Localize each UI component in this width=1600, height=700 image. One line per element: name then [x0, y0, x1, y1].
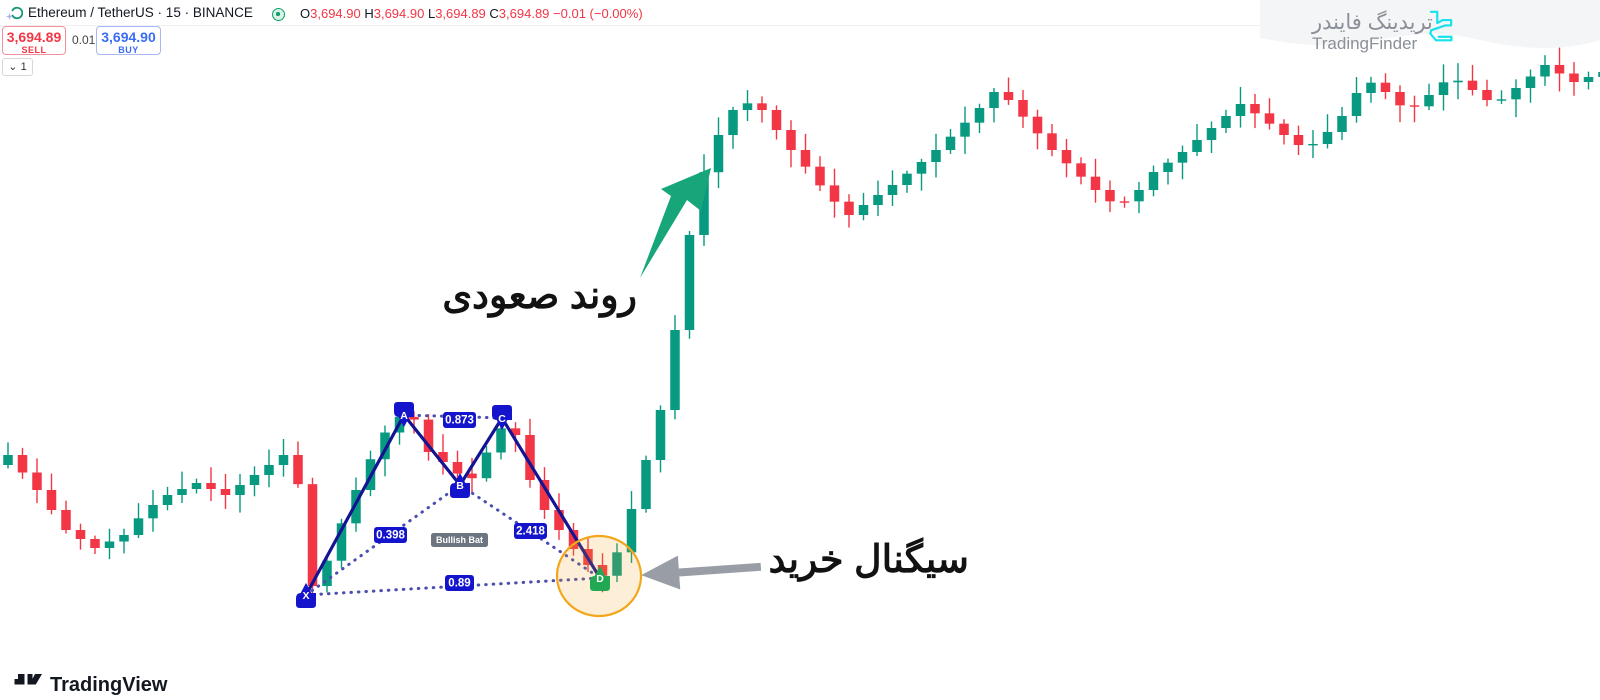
svg-text:D: D — [596, 573, 604, 585]
svg-text:2.418: 2.418 — [516, 526, 545, 538]
svg-text:0.873: 0.873 — [445, 415, 474, 427]
svg-text:سیگنال خرید: سیگنال خرید — [769, 537, 969, 582]
svg-text:X: X — [302, 590, 309, 602]
svg-text:A: A — [400, 410, 408, 422]
svg-text:B: B — [456, 480, 464, 492]
svg-text:روند صعودی: روند صعودی — [442, 275, 637, 318]
svg-text:0.398: 0.398 — [376, 530, 405, 542]
svg-text:C: C — [498, 413, 506, 425]
svg-text:Bullish Bat: Bullish Bat — [436, 535, 483, 545]
svg-text:0.89: 0.89 — [448, 578, 470, 590]
